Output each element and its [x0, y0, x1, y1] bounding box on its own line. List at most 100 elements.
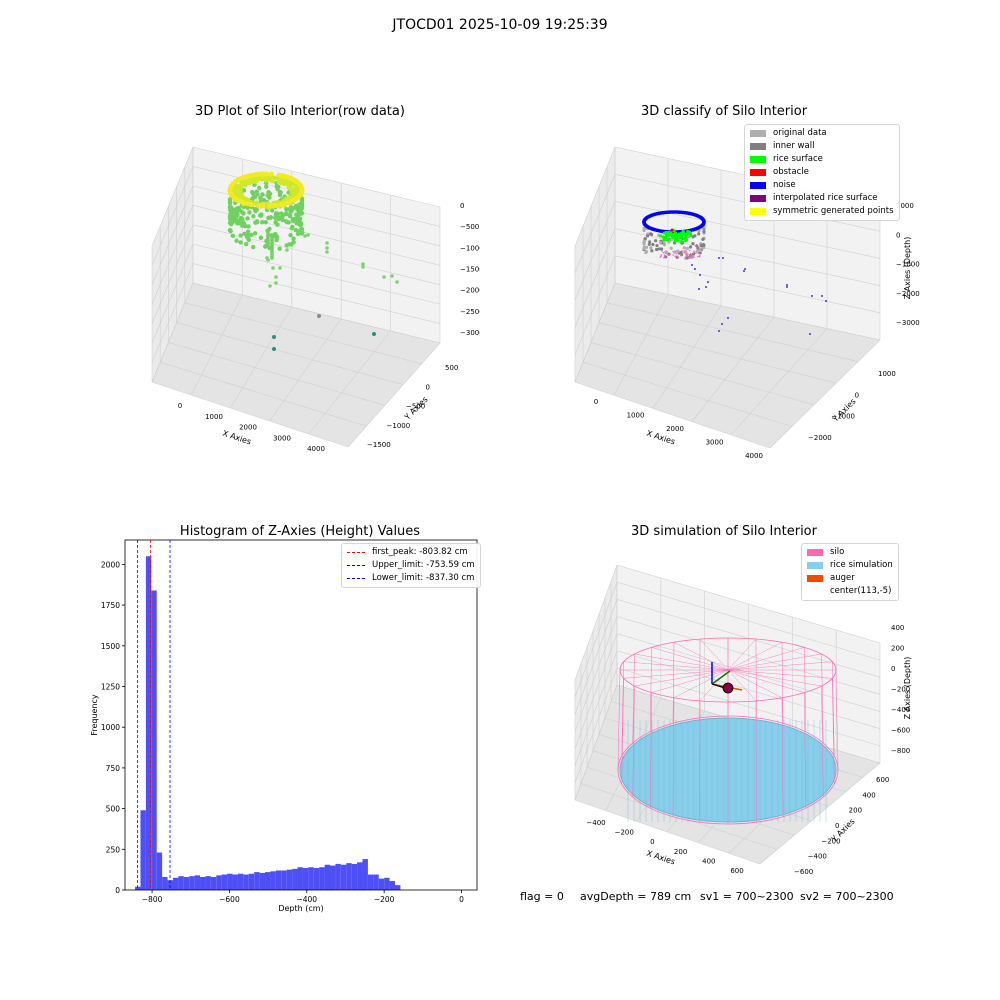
p2-point-interp — [692, 254, 695, 257]
p1-floor-pane — [152, 283, 440, 447]
p1-point-body — [276, 216, 281, 222]
p2-point-wall — [650, 249, 654, 253]
p2-point-interp — [698, 255, 701, 258]
histogram-bar — [183, 876, 190, 890]
p1-point-body — [297, 210, 302, 216]
histogram-bar — [172, 877, 179, 890]
p1-grid-z-back — [192, 243, 441, 305]
histogram-bar — [340, 864, 347, 890]
p1-grid-z-back — [192, 166, 441, 227]
p4-x-tick-label: 600 — [730, 867, 743, 875]
p1-point-rim — [235, 197, 241, 203]
histogram-bar — [178, 876, 184, 890]
p1-point-scatter — [325, 241, 329, 245]
p4-grid-z-left — [574, 582, 618, 698]
p1-point-surface — [237, 193, 242, 199]
histogram-y-tick-label: 500 — [106, 805, 121, 814]
histogram-bar — [248, 873, 255, 890]
p2-x-tick-label: 2000 — [666, 425, 684, 433]
p1-grid-x — [308, 330, 391, 435]
p2-point-interp — [660, 254, 663, 256]
p1-x-tick-label: 0 — [178, 402, 182, 410]
p2-grid-z-left — [574, 146, 616, 247]
legend-color-swatch — [807, 549, 823, 556]
p1-point-body — [238, 233, 243, 238]
p2-point-wall — [698, 248, 702, 253]
p1-point-surface — [249, 177, 254, 182]
p1-point-scatter — [361, 262, 365, 266]
p1-grid-z-left — [151, 205, 194, 305]
p1-point-deep — [272, 347, 276, 351]
p2-point-wall — [651, 242, 655, 247]
histogram-bar — [194, 875, 201, 890]
p1-x-tick-label: 3000 — [273, 434, 291, 442]
p2-point-interp — [676, 255, 679, 258]
p1-point-body — [238, 215, 244, 221]
histogram-bar — [319, 867, 325, 890]
p4-x-tick-label: 0 — [650, 838, 654, 846]
p4-silo-vertical — [835, 669, 839, 771]
p1-point-body — [230, 233, 235, 239]
p1-x-tick-label: 1000 — [205, 413, 223, 421]
p4-z-tick-label: −800 — [891, 747, 910, 755]
p2-point-wall — [691, 235, 695, 239]
p2-point-noise — [825, 300, 827, 302]
p2-z-tick-label: 1000 — [896, 202, 914, 210]
p2-point-noise — [811, 295, 813, 297]
p1-point-rim — [259, 203, 264, 209]
p1-point-body — [279, 211, 284, 216]
p2-point-noise — [722, 257, 724, 259]
histogram-bar — [373, 874, 379, 890]
p2-point-rice — [679, 240, 683, 244]
p1-point-rim — [230, 181, 236, 186]
p1-point-rim — [268, 171, 274, 177]
p2-legend-item: inner wall — [750, 140, 894, 153]
p2-point-rice — [667, 230, 671, 234]
panel-1-title: 3D Plot of Silo Interior(row data) — [195, 104, 405, 119]
p1-point-body — [245, 205, 250, 210]
legend-color-swatch — [807, 588, 823, 595]
p1-point-body — [234, 238, 239, 244]
p1-point-body — [251, 244, 256, 250]
p2-x-tick-label: 3000 — [706, 439, 724, 447]
sv2-text: sv2 = 700~2300 — [800, 890, 894, 903]
histogram-bar — [151, 590, 157, 890]
p1-point-body — [234, 210, 240, 215]
p2-point-interp — [664, 255, 666, 257]
p1-point-body — [258, 235, 264, 240]
legend-line-swatch — [347, 578, 365, 579]
p2-point-interp — [693, 256, 695, 258]
p2-point-wall — [642, 242, 646, 246]
p4-y-tick-label: 200 — [849, 807, 862, 815]
p1-point-body — [245, 229, 251, 234]
p1-point-body — [280, 217, 285, 223]
histogram-x-tick-label: −200 — [374, 895, 395, 904]
p4-silo-vertical — [617, 669, 621, 771]
histogram-legend-item: first_peak: -803.82 cm — [347, 546, 475, 559]
p1-point-body — [277, 246, 282, 251]
p4-y-tick-label: −400 — [808, 853, 827, 861]
histogram-y-tick-label: 1250 — [101, 683, 120, 692]
p1-point-surface — [255, 177, 260, 183]
p2-point-interp — [674, 255, 676, 258]
p1-grid-z-left — [151, 244, 194, 344]
histogram-y-tick-label: 1750 — [101, 601, 120, 610]
p2-point-noise — [744, 268, 746, 270]
p2-point-noise — [809, 333, 811, 335]
p4-z-tick-label: 400 — [891, 624, 904, 632]
p2-grid-z-back — [614, 201, 881, 259]
p1-x-tick-label: 2000 — [239, 424, 257, 432]
p2-grid-y — [582, 361, 793, 427]
p1-point-body — [275, 187, 280, 192]
p2-point-rice — [659, 234, 663, 238]
p2-point-interp — [687, 257, 690, 259]
p2-point-wall — [695, 244, 699, 248]
p1-point-body — [227, 204, 233, 210]
p1-point-body — [258, 213, 264, 218]
p4-silo-spoke — [673, 642, 729, 671]
p1-point-body — [252, 231, 258, 236]
p4-grid-y — [574, 799, 761, 865]
histogram-bar — [145, 556, 152, 890]
p2-point-wall — [676, 249, 680, 253]
